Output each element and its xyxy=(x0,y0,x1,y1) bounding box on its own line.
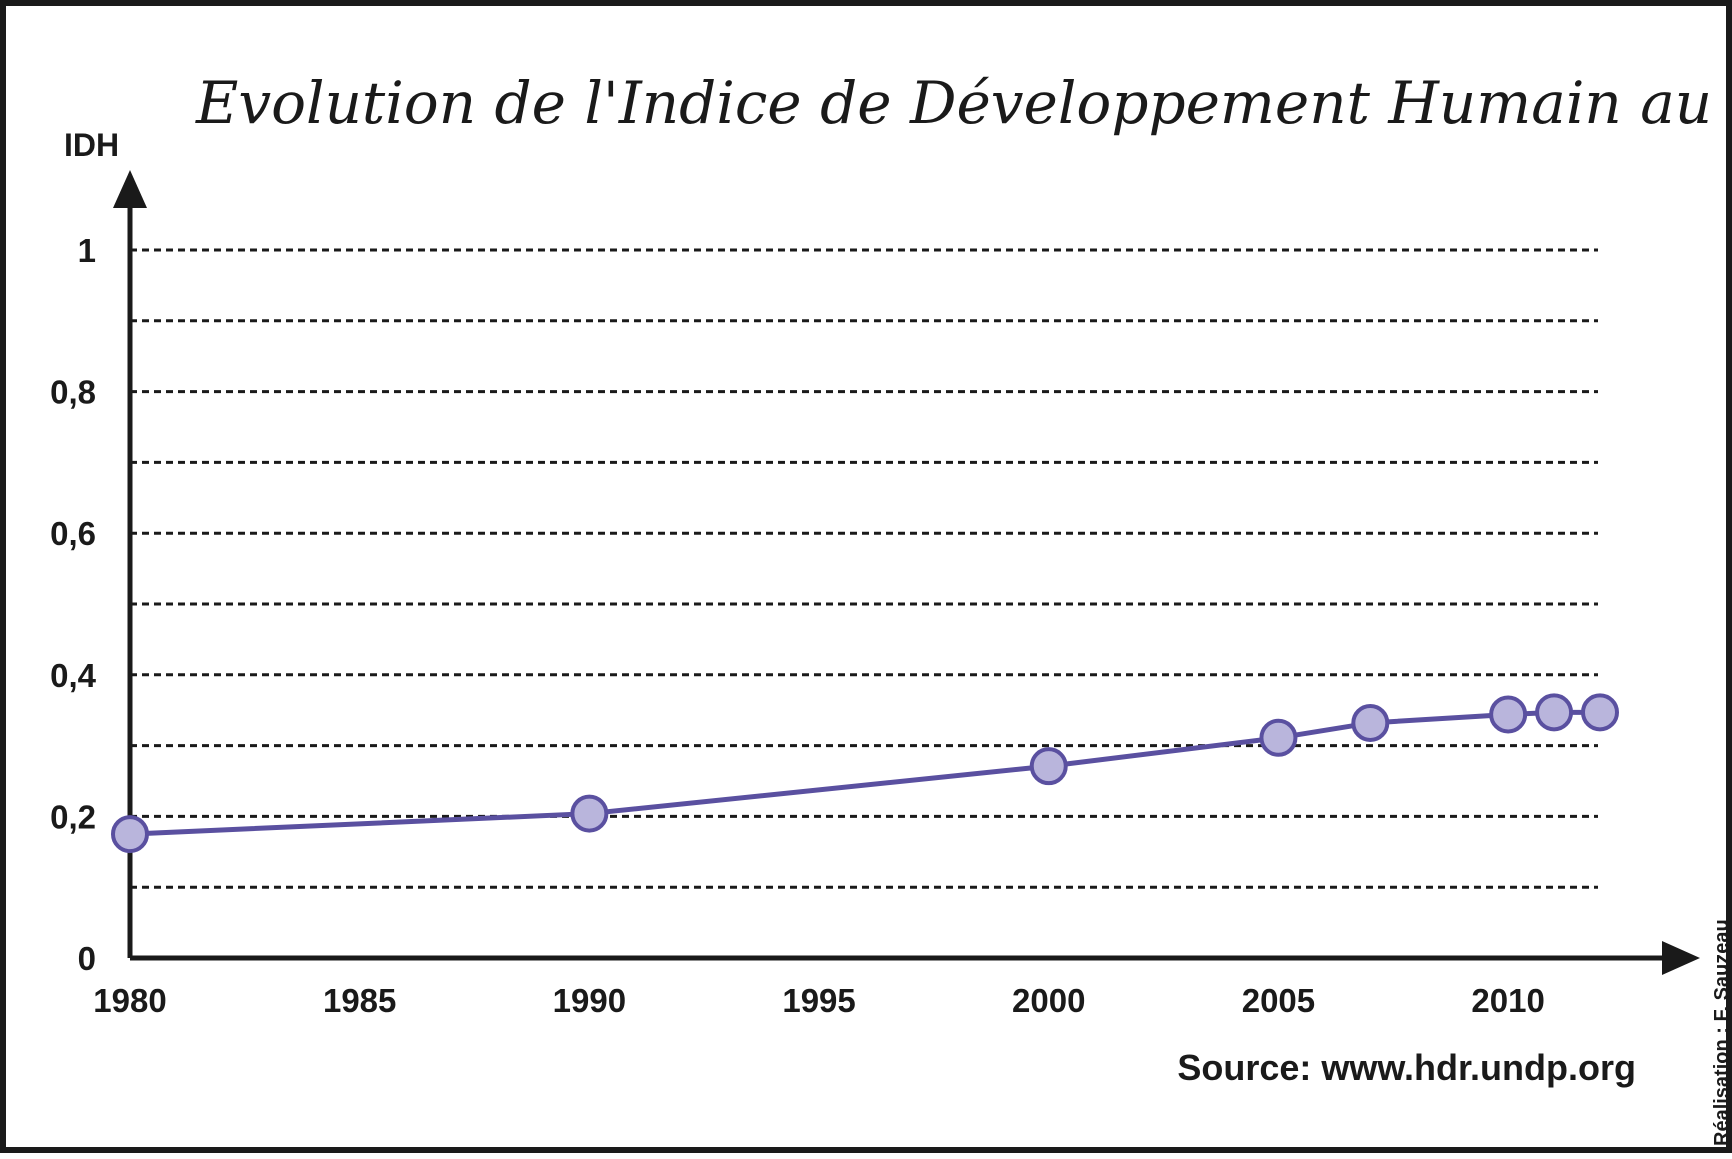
axes xyxy=(113,170,1700,975)
y-tick-label: 1 xyxy=(78,232,96,269)
data-point xyxy=(1259,718,1298,757)
tick-labels: 0 0,2 0,4 0,6 0,8 1 1980 1985 1990 1995 2000 2005 20… xyxy=(50,232,1545,1019)
y-tick-label: 0,8 xyxy=(50,374,96,411)
y-axis-arrow xyxy=(113,170,147,208)
data-point xyxy=(1351,703,1390,742)
x-tick-label: 2005 xyxy=(1242,982,1315,1019)
x-tick-label: 1980 xyxy=(93,982,166,1019)
chart-title: Evolution de l'Indice de Développement H… xyxy=(195,69,1732,137)
credit-label: Réalisation : F. Sauzeau xyxy=(1711,919,1732,1146)
y-tick-label: 0,2 xyxy=(50,798,96,835)
idh-line-chart: Evolution de l'Indice de Développement H… xyxy=(50,69,1732,1146)
series-layer xyxy=(111,693,1619,854)
data-point xyxy=(1489,695,1528,734)
y-tick-label: 0,6 xyxy=(50,515,96,552)
y-axis-label: IDH xyxy=(64,127,119,163)
x-tick-label: 1990 xyxy=(553,982,626,1019)
grid-lines xyxy=(130,248,1598,889)
x-axis-arrow xyxy=(1662,941,1700,975)
data-point xyxy=(1581,693,1619,732)
data-point xyxy=(111,815,149,854)
y-tick-label: 0,4 xyxy=(50,657,97,694)
x-tick-label: 1995 xyxy=(782,982,855,1019)
source-label: Source: www.hdr.undp.org xyxy=(1177,1047,1636,1088)
x-tick-label: 2010 xyxy=(1471,982,1544,1019)
x-tick-label: 2000 xyxy=(1012,982,1085,1019)
data-point xyxy=(570,794,609,833)
y-tick-label: 0 xyxy=(78,940,96,977)
data-point xyxy=(1029,747,1068,786)
data-point xyxy=(1535,693,1574,732)
x-tick-label: 1985 xyxy=(323,982,396,1019)
